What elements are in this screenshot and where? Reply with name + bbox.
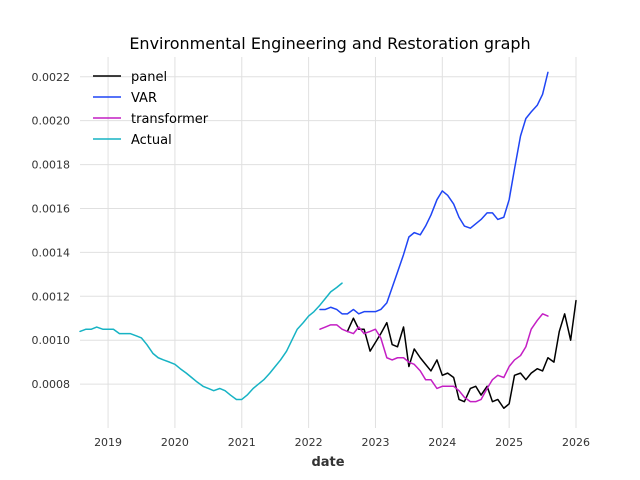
series-line-panel bbox=[346, 299, 577, 409]
x-tick-label: 2023 bbox=[361, 436, 389, 449]
y-axis-ticks: 0.0008 0.0010 0.0012 0.0014 0.0016 0.0018 0.00… bbox=[32, 71, 71, 391]
y-tick-label: 0.0016 bbox=[32, 202, 71, 215]
series-line-actual bbox=[79, 282, 343, 401]
x-tick-label: 2020 bbox=[161, 436, 189, 449]
x-tick-label: 2021 bbox=[228, 436, 256, 449]
series-line-transformer bbox=[319, 313, 549, 403]
y-tick-label: 0.0012 bbox=[32, 290, 71, 303]
grid bbox=[80, 57, 577, 428]
legend-label: transformer bbox=[131, 112, 209, 127]
legend: panel VAR transformer Actual bbox=[93, 70, 209, 148]
x-axis-ticks: 2019 2020 2021 2022 2023 2024 2025 2026 bbox=[94, 436, 590, 449]
y-tick-label: 0.0020 bbox=[32, 115, 71, 128]
x-tick-label: 2026 bbox=[562, 436, 590, 449]
legend-label: Actual bbox=[131, 133, 172, 148]
y-tick-label: 0.0008 bbox=[32, 378, 71, 391]
y-tick-label: 0.0010 bbox=[32, 334, 71, 347]
x-axis-label: date bbox=[311, 455, 344, 470]
x-tick-label: 2019 bbox=[94, 436, 122, 449]
x-tick-label: 2022 bbox=[295, 436, 323, 449]
x-tick-label: 2025 bbox=[495, 436, 523, 449]
chart-title: Environmental Engineering and Restoratio… bbox=[129, 34, 530, 53]
series-lines bbox=[79, 71, 577, 409]
y-tick-label: 0.0014 bbox=[32, 246, 71, 259]
y-tick-label: 0.0022 bbox=[32, 71, 71, 84]
y-tick-label: 0.0018 bbox=[32, 159, 71, 172]
x-tick-label: 2024 bbox=[428, 436, 456, 449]
legend-label: panel bbox=[131, 70, 167, 85]
series-line-var bbox=[319, 71, 549, 315]
legend-label: VAR bbox=[131, 91, 157, 106]
